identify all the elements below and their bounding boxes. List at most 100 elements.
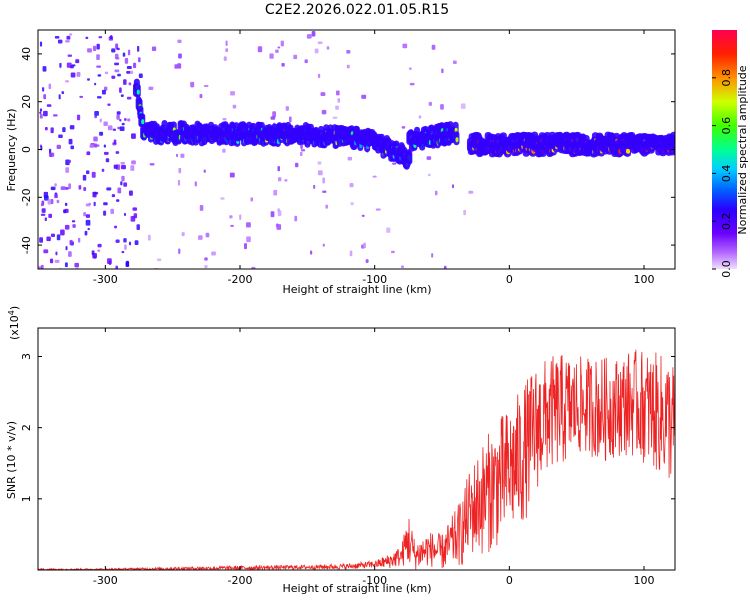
snr-y-ticks: 1 2 3	[20, 353, 675, 502]
spectrogram-cell	[246, 236, 251, 243]
colorbar-gradient	[712, 30, 737, 269]
spectrogram-cell	[300, 149, 306, 152]
spectrogram-cell	[468, 190, 474, 194]
spectrogram-cell	[58, 134, 63, 138]
spectrogram-cell	[87, 78, 90, 81]
x-tick-label: 0	[506, 273, 513, 286]
spectrogram-cell	[306, 34, 312, 39]
snr-x-ticks: -300 -200 -100 0 100	[93, 328, 655, 587]
spectrogram-cell	[103, 202, 108, 206]
spectrogram-cell	[178, 53, 182, 59]
spectrogram-cell	[149, 163, 155, 166]
spectrogram-cell	[71, 64, 76, 67]
spectrogram-cell	[67, 54, 73, 57]
spectrogram-cell	[294, 215, 298, 222]
spectrogram-cell	[61, 91, 65, 95]
snr-scale-label: (x104)	[7, 306, 22, 340]
spectrogram-cell	[460, 103, 466, 109]
spectrogram-cell	[103, 151, 109, 155]
spectrogram-cell	[203, 84, 209, 88]
spectrogram-cell	[138, 73, 143, 79]
colorbar-tick-label: 0.4	[720, 165, 733, 183]
spectrogram-cell	[293, 54, 298, 60]
spectrogram-cell	[269, 53, 274, 59]
spectrogram-y-ticks: -40 -20 0 20 40	[20, 47, 675, 254]
spectrogram-cell	[50, 127, 54, 134]
spectrogram-cell	[97, 249, 101, 252]
spectrogram-cell	[225, 40, 228, 47]
spectrogram-cell	[174, 64, 178, 69]
snr-panel: -300 -200 -100 0 100 1 2 3 Height of straight …	[5, 306, 676, 595]
spectrogram-cell	[126, 260, 129, 267]
spectrogram-cell	[65, 40, 70, 43]
spectrogram-cell	[121, 175, 125, 182]
spectrogram-cell	[70, 72, 76, 78]
spectrogram-cell	[87, 48, 92, 53]
spectrogram-cell	[431, 44, 436, 50]
spectrogram-cell	[71, 220, 76, 223]
spectrogram-cell	[79, 95, 84, 98]
spectrogram-cell	[39, 41, 43, 47]
spectrogram-cell	[148, 86, 154, 90]
spectrogram-cell	[48, 83, 52, 90]
spectrogram-cell	[124, 118, 127, 121]
spectrogram-cell	[116, 199, 120, 202]
spectrogram-cell	[428, 173, 431, 177]
spectrogram-cell	[309, 250, 313, 255]
spectrogram-cell	[107, 103, 111, 106]
spectrogram-cell	[346, 64, 350, 69]
spectrogram-cell	[361, 94, 367, 99]
spectrogram-cell	[107, 258, 112, 265]
snr-x-axis-label: Height of straight line (km)	[282, 582, 431, 595]
spectrogram-cell	[48, 213, 53, 219]
spectrogram-cell	[92, 253, 97, 259]
spectrogram-cell	[40, 264, 44, 269]
spectrogram-cell	[199, 204, 204, 211]
spectrogram-cell	[123, 79, 127, 85]
spectrogram-cell	[91, 171, 96, 178]
spectrogram-cell	[285, 106, 289, 111]
spectrogram-cell	[134, 240, 139, 245]
y-tick-label: 0	[20, 146, 33, 153]
spectrogram-cell	[39, 113, 43, 119]
spectrogram-cell	[117, 187, 122, 194]
spectrogram-cell	[76, 72, 81, 77]
spectrogram-cell	[131, 160, 136, 165]
spectrogram-cell	[70, 145, 75, 150]
snr-series-line	[38, 349, 675, 570]
spectrogram-cell	[65, 80, 69, 83]
spectrogram-cell	[277, 208, 280, 212]
spectrogram-cell	[270, 116, 276, 120]
spectrogram-cell	[322, 190, 327, 193]
spectrogram-cell	[229, 215, 233, 219]
spectrogram-cell	[130, 165, 135, 171]
spectrogram-cell	[53, 114, 58, 117]
spectrogram-cell	[63, 209, 67, 214]
spectrogram-cell	[78, 185, 82, 190]
colorbar-ticks: 0.0 0.2 0.4 0.6 0.8	[712, 69, 733, 278]
spectrogram-cell	[50, 186, 56, 191]
spectrogram-cell	[325, 204, 328, 209]
spectrogram-cell	[114, 69, 120, 73]
spectrogram-cell	[156, 258, 162, 262]
spectrogram-cell	[363, 242, 366, 249]
spectrogram-cell	[349, 183, 354, 188]
spectrogram-cell	[104, 71, 109, 75]
y-tick-label: 20	[20, 95, 33, 109]
spectrogram-cell	[198, 235, 203, 240]
spectrogram-cell	[277, 177, 282, 182]
spectrogram-cell	[93, 201, 96, 207]
spectrogram-cell	[180, 153, 185, 158]
spectrogram-cell	[115, 151, 120, 154]
spectrogram-cell	[178, 248, 181, 255]
spectrogram-cell	[56, 199, 60, 204]
spectrogram-cell	[222, 117, 227, 121]
spectrogram-cell	[46, 104, 52, 107]
spectrogram-cell	[626, 148, 631, 154]
spectrogram-cell	[127, 49, 131, 56]
spectrogram-cell	[43, 110, 48, 117]
spectrogram-cell	[59, 62, 62, 68]
spectrogram-cell	[87, 227, 90, 231]
spectrogram-cell	[295, 162, 299, 168]
spectrogram-cell	[177, 39, 182, 44]
